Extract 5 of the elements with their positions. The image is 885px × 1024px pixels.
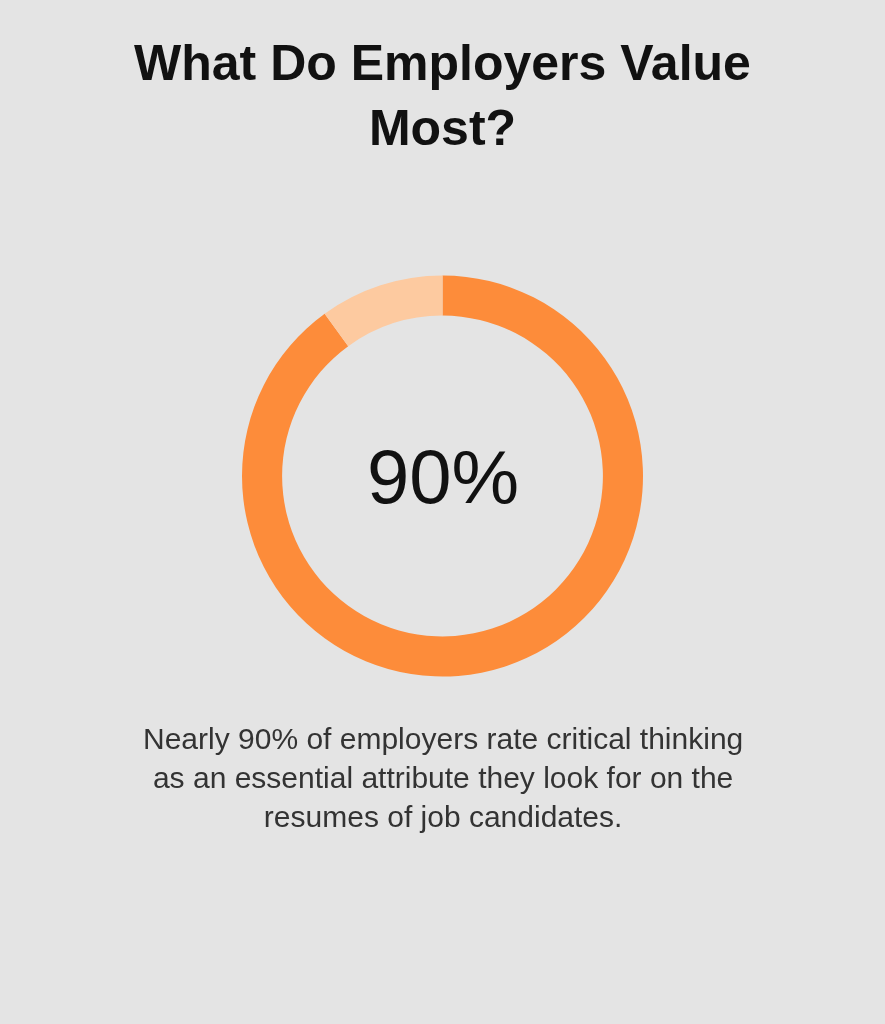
- chart-title: What Do Employers Value Most?: [134, 35, 751, 156]
- donut-slice: [242, 275, 643, 677]
- text: 90%: [367, 434, 520, 519]
- donut-slice: [324, 275, 443, 347]
- text: Nearly 90% of employers rate critical thinking as an essential attribute they look for on the resumes of job candidates.: [143, 722, 744, 833]
